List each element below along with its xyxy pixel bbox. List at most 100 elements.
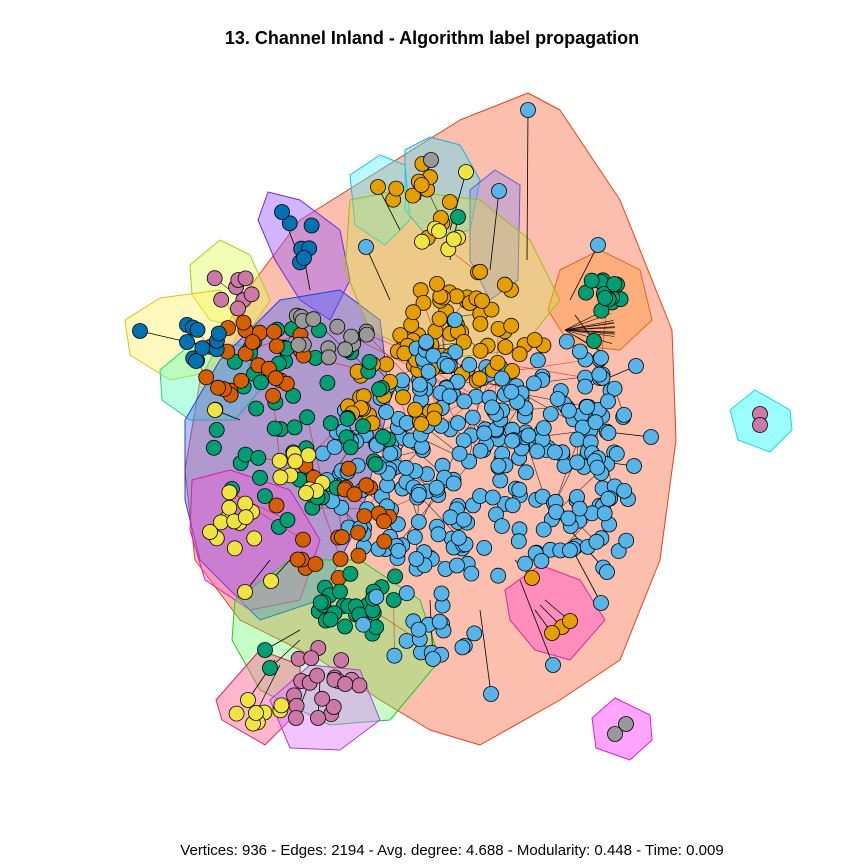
graph-node [382,445,399,462]
graph-node [549,391,566,407]
graph-node [350,524,367,541]
graph-node [618,716,634,732]
graph-node [342,566,359,582]
graph-node [378,404,395,420]
graph-node [210,379,226,396]
graph-node [616,406,632,423]
graph-node [398,415,415,431]
graph-node [449,557,465,574]
graph-node [544,625,560,641]
graph-node [332,583,348,600]
graph-node [520,427,537,444]
graph-node [472,263,489,280]
graph-node [262,660,278,676]
graph-nodes [132,102,768,742]
graph-node [472,315,489,332]
graph-node [243,286,260,303]
graph-node [356,508,373,524]
graph-node [588,533,605,550]
graph-node [429,275,445,292]
graph-node [333,529,350,546]
graph-node [593,595,609,611]
graph-node [406,529,423,545]
graph-node [572,343,588,360]
graph-node [524,570,540,586]
graph-node [590,237,606,253]
graph-node [288,710,304,726]
graph-node [418,333,435,350]
graph-node [325,699,342,715]
graph-node [305,311,322,328]
graph-node [461,356,478,373]
graph-node [431,310,448,327]
graph-node [608,445,625,462]
graph-node [410,486,427,503]
graph-node [430,526,447,543]
graph-edge [229,492,288,521]
graph-node [530,352,546,369]
graph-node [248,400,265,417]
graph-node [425,651,441,667]
graph-node [558,333,575,350]
graph-node [210,325,227,342]
graph-node [526,332,543,348]
graph-node [326,439,343,456]
plot-title: 13. Channel Inland - Algorithm label pro… [224,28,640,48]
graph-node [272,469,289,486]
graph-node [300,447,317,464]
graph-node [237,495,254,512]
graph-node [322,611,339,628]
graph-node [202,524,218,540]
graph-node [337,341,354,358]
graph-node [355,616,372,633]
graph-node [451,445,468,462]
graph-node [533,553,550,569]
graph-node [267,370,284,387]
graph-node [599,564,615,580]
graph-edge [564,329,615,333]
graph-node [455,432,472,449]
graph-node [370,179,386,195]
graph-node [643,429,659,445]
graph-node [314,690,331,707]
graph-node [569,431,586,448]
graph-node [491,183,507,199]
graph-node [246,530,263,547]
graph-node [586,333,602,349]
graph-node [179,334,195,350]
graph-node [281,215,298,232]
graph-edge [569,244,599,301]
graph-node [358,477,375,494]
graph-edge [377,186,401,231]
graph-node [256,488,273,505]
graph-node [312,594,329,611]
graph-node [237,584,253,600]
graph-node [268,338,285,355]
graph-node [343,328,360,345]
graph-node [504,432,521,449]
graph-node [492,472,509,489]
graph-node [295,531,311,548]
community-hull-11 [504,564,606,661]
graph-node [561,402,577,419]
graph-node [450,530,467,546]
graph-node [752,417,768,433]
graph-node [207,402,223,418]
graph-node [616,482,633,499]
graph-node [510,533,527,550]
graph-node [332,551,349,567]
graph-node [439,357,456,374]
graph-node [263,573,279,589]
graph-node [213,291,230,308]
graph-node [350,547,367,564]
graph-node [337,618,353,635]
graph-node [562,542,578,559]
graph-node [600,425,617,441]
graph-node [484,489,501,506]
graph-node [490,457,507,474]
graph-node [358,326,375,343]
graph-node [474,292,490,309]
graph-node [329,318,346,335]
graph-node [367,456,384,473]
